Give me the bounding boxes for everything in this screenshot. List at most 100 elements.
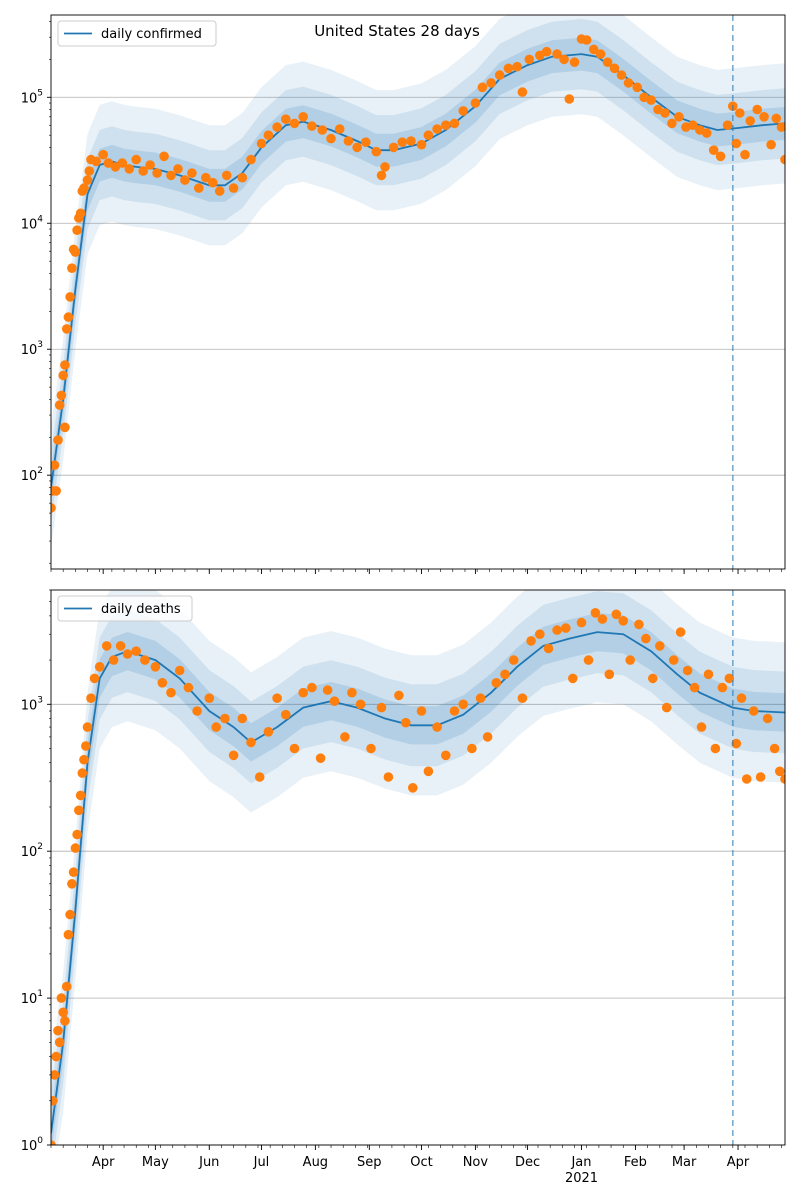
data-point <box>688 120 698 130</box>
data-point <box>526 636 536 646</box>
data-point <box>441 120 451 130</box>
data-point <box>703 669 714 680</box>
data-point <box>674 112 684 122</box>
data-point <box>609 63 620 74</box>
data-point <box>58 370 68 381</box>
data-point <box>67 263 77 274</box>
x-tick-label: Nov <box>463 1155 489 1170</box>
data-point <box>281 114 291 124</box>
data-point <box>766 139 776 150</box>
data-point <box>740 149 750 160</box>
data-point <box>388 142 399 153</box>
data-point <box>334 124 345 134</box>
x-tick-label: Apr <box>727 1155 750 1170</box>
data-point <box>201 172 211 183</box>
data-point <box>416 139 427 150</box>
data-point <box>689 682 700 693</box>
data-point <box>208 177 218 188</box>
data-point <box>423 766 434 777</box>
x-tick-label: Jul <box>253 1155 270 1170</box>
data-point <box>696 722 707 732</box>
data-point <box>94 662 105 672</box>
data-point <box>500 669 510 680</box>
data-point <box>140 655 150 665</box>
data-point <box>211 722 221 732</box>
legend-box <box>57 595 193 622</box>
y-tick-label: 105 <box>21 88 43 106</box>
data-point <box>512 61 522 72</box>
data-point <box>491 678 502 688</box>
data-point <box>708 145 719 155</box>
uncertainty-band <box>51 19 785 523</box>
data-point <box>228 750 239 761</box>
data-point <box>79 183 89 193</box>
data-point <box>755 772 766 782</box>
data-point <box>91 156 101 167</box>
data-point <box>72 225 82 235</box>
deaths-panel: 100 101 102 103 Apr May Jun Jul Aug Sep Oct Nov Dec J… <box>21 589 786 1186</box>
data-point <box>595 49 606 59</box>
data-point <box>343 136 354 146</box>
data-point <box>254 772 265 782</box>
data-point <box>625 655 635 665</box>
data-point <box>722 120 733 130</box>
data-point <box>675 627 686 637</box>
plot-area <box>51 15 785 548</box>
data-point <box>759 112 769 122</box>
data-point <box>63 929 74 940</box>
x-tick-label: Mar <box>672 1155 697 1170</box>
data-point <box>503 63 514 74</box>
data-point <box>535 629 545 639</box>
data-point <box>65 909 75 920</box>
data-point <box>315 753 326 763</box>
data-point <box>376 702 387 713</box>
data-point <box>449 118 460 129</box>
data-point <box>145 160 155 170</box>
data-point <box>383 772 394 782</box>
data-point <box>272 693 282 703</box>
data-point <box>366 743 376 754</box>
data-point <box>214 186 225 196</box>
data-point <box>475 693 486 703</box>
data-point <box>564 94 575 104</box>
data-point <box>228 183 239 193</box>
data-point <box>65 292 75 302</box>
data-point <box>150 662 161 672</box>
y-tick-label: 101 <box>21 989 43 1007</box>
data-point <box>416 706 427 716</box>
data-point <box>220 713 230 724</box>
legend-box <box>57 20 217 47</box>
data-point <box>54 1037 65 1048</box>
data-point <box>588 44 599 55</box>
data-point <box>272 122 282 132</box>
data-point <box>60 360 70 370</box>
data-point <box>82 175 93 185</box>
data-point <box>717 682 728 693</box>
data-point <box>237 172 248 183</box>
data-point <box>494 70 505 80</box>
data-point <box>745 116 755 126</box>
data-point <box>77 768 88 778</box>
x-tick-label: Feb <box>624 1155 647 1170</box>
data-point <box>166 687 176 698</box>
data-point <box>340 732 350 742</box>
uncertainty-band <box>51 613 785 1145</box>
x-tick-label: Sep <box>357 1155 382 1170</box>
data-point <box>524 54 535 65</box>
plot-area <box>51 590 785 1145</box>
data-point <box>355 699 366 710</box>
data-point <box>289 743 300 754</box>
data-point <box>618 616 628 626</box>
data-point <box>517 87 528 97</box>
data-point <box>122 649 133 659</box>
axes-frame <box>50 589 786 1146</box>
data-point <box>187 168 197 178</box>
data-point <box>581 35 592 45</box>
data-point <box>101 641 112 651</box>
data-point <box>646 95 656 105</box>
data-point <box>347 687 357 698</box>
data-point <box>138 166 148 176</box>
data-point <box>263 727 274 737</box>
data-point <box>174 665 185 676</box>
